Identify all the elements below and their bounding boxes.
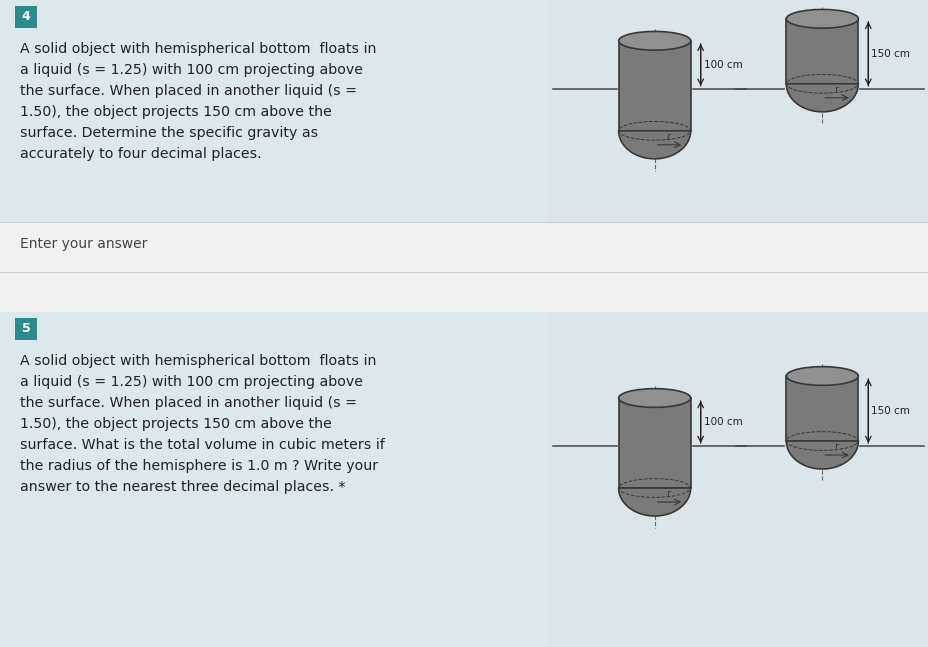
Text: r: r bbox=[665, 489, 670, 499]
Text: A solid object with hemispherical bottom  floats in: A solid object with hemispherical bottom… bbox=[20, 42, 376, 56]
Ellipse shape bbox=[618, 389, 690, 408]
Text: 1.50), the object projects 150 cm above the: 1.50), the object projects 150 cm above … bbox=[20, 105, 331, 119]
FancyBboxPatch shape bbox=[0, 312, 548, 647]
Polygon shape bbox=[618, 131, 690, 159]
Text: 4: 4 bbox=[21, 10, 31, 23]
Text: r: r bbox=[665, 132, 670, 142]
Polygon shape bbox=[785, 441, 857, 469]
Text: the surface. When placed in another liquid (s =: the surface. When placed in another liqu… bbox=[20, 396, 356, 410]
Ellipse shape bbox=[785, 367, 857, 386]
FancyBboxPatch shape bbox=[15, 318, 37, 340]
Ellipse shape bbox=[785, 10, 857, 28]
Text: accurately to four decimal places.: accurately to four decimal places. bbox=[20, 147, 262, 161]
Text: answer to the nearest three decimal places. *: answer to the nearest three decimal plac… bbox=[20, 480, 345, 494]
Polygon shape bbox=[785, 84, 857, 112]
Text: 5: 5 bbox=[21, 322, 31, 336]
Text: the surface. When placed in another liquid (s =: the surface. When placed in another liqu… bbox=[20, 84, 356, 98]
Text: r: r bbox=[833, 85, 837, 95]
FancyBboxPatch shape bbox=[548, 0, 928, 222]
Text: 150 cm: 150 cm bbox=[870, 49, 909, 59]
Text: a liquid (s = 1.25) with 100 cm projecting above: a liquid (s = 1.25) with 100 cm projecti… bbox=[20, 375, 363, 389]
FancyBboxPatch shape bbox=[15, 6, 37, 28]
Text: 100 cm: 100 cm bbox=[702, 417, 741, 427]
Text: surface. Determine the specific gravity as: surface. Determine the specific gravity … bbox=[20, 126, 317, 140]
Text: 100 cm: 100 cm bbox=[702, 60, 741, 70]
FancyBboxPatch shape bbox=[0, 0, 548, 222]
Ellipse shape bbox=[618, 32, 690, 50]
Polygon shape bbox=[785, 19, 857, 84]
Text: r: r bbox=[833, 442, 837, 452]
FancyBboxPatch shape bbox=[548, 312, 928, 647]
Polygon shape bbox=[785, 376, 857, 441]
Text: a liquid (s = 1.25) with 100 cm projecting above: a liquid (s = 1.25) with 100 cm projecti… bbox=[20, 63, 363, 77]
Text: Enter your answer: Enter your answer bbox=[20, 237, 148, 251]
Text: 1.50), the object projects 150 cm above the: 1.50), the object projects 150 cm above … bbox=[20, 417, 331, 431]
Polygon shape bbox=[618, 41, 690, 131]
Text: the radius of the hemisphere is 1.0 m ? Write your: the radius of the hemisphere is 1.0 m ? … bbox=[20, 459, 378, 473]
Polygon shape bbox=[618, 488, 690, 516]
Polygon shape bbox=[618, 398, 690, 488]
Text: A solid object with hemispherical bottom  floats in: A solid object with hemispherical bottom… bbox=[20, 354, 376, 368]
Text: 150 cm: 150 cm bbox=[870, 406, 909, 416]
Text: surface. What is the total volume in cubic meters if: surface. What is the total volume in cub… bbox=[20, 438, 384, 452]
